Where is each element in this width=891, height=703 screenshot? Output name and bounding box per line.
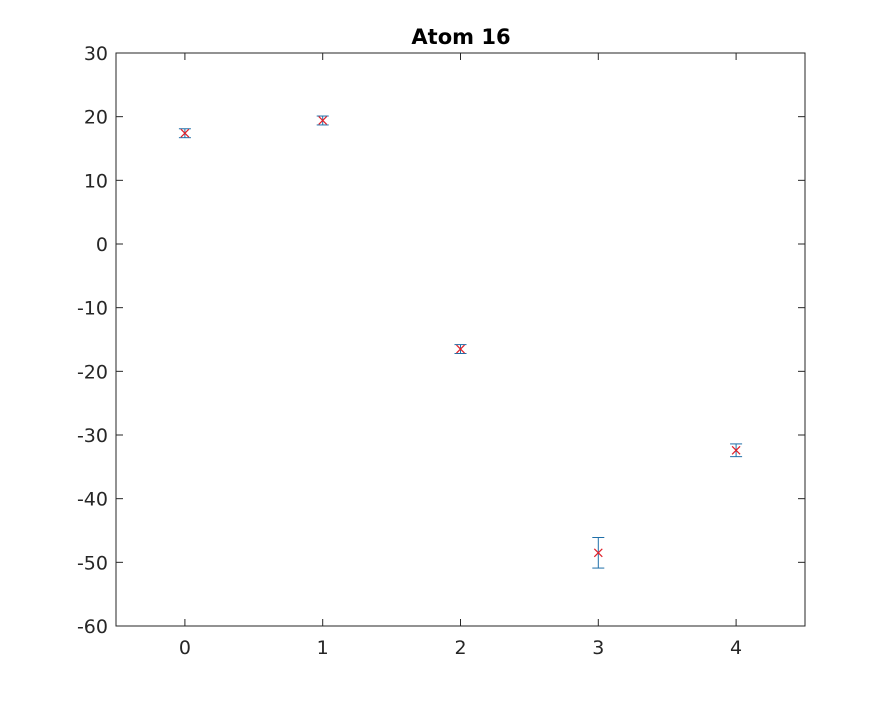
y-tick-label: -20: [77, 361, 108, 383]
data-point-marker: [318, 116, 328, 125]
y-tick-label: 0: [96, 234, 108, 256]
x-tick-label: 3: [592, 637, 604, 659]
y-tick-label: 10: [84, 170, 108, 192]
x-tick-label: 1: [317, 637, 329, 659]
y-tick-label: -30: [77, 425, 108, 447]
data-point-marker: [731, 445, 741, 455]
y-tick-label: -60: [77, 616, 108, 638]
y-tick-label: -40: [77, 489, 108, 511]
y-tick-label: 30: [84, 43, 108, 65]
data-point-marker: [593, 548, 603, 558]
chart-title: Atom 16: [411, 25, 510, 49]
x-tick-label: 4: [730, 637, 742, 659]
data-point-marker: [456, 344, 465, 354]
y-tick-label: -10: [77, 298, 108, 320]
data-point-marker: [180, 128, 190, 138]
x-tick-label: 2: [454, 637, 466, 659]
axes-box: [115, 52, 806, 627]
y-tick-label: 20: [84, 107, 108, 129]
plot-area: 0 1 2 3 4 30 20 10 0 -10 -20 -30 -40 -50 -60: [77, 43, 806, 659]
y-tick-label: -50: [77, 552, 108, 574]
x-tick-label: 0: [179, 637, 191, 659]
